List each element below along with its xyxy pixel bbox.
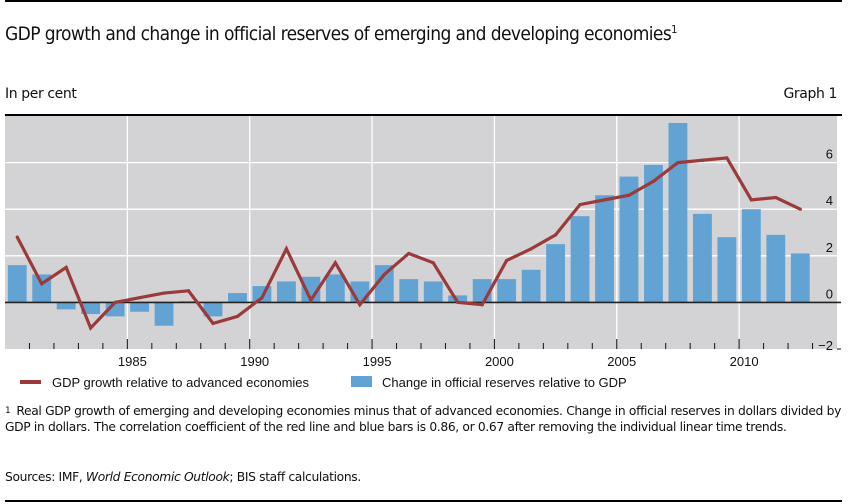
sources-publication: World Economic Outlook xyxy=(85,470,230,484)
line-point xyxy=(578,202,582,207)
title-footnote-mark: 1 xyxy=(671,23,677,36)
bottom-rule xyxy=(5,500,842,502)
bar xyxy=(81,302,101,315)
line-point xyxy=(553,233,558,237)
line-point xyxy=(40,282,44,286)
graph-number: Graph 1 xyxy=(783,86,837,102)
bar xyxy=(399,279,419,303)
bar xyxy=(228,293,247,303)
line-point xyxy=(480,303,484,307)
bar xyxy=(56,302,76,310)
sources: Sources: IMF, World Economic Outlook; BI… xyxy=(5,470,361,484)
line-point xyxy=(676,161,680,165)
line-point xyxy=(529,247,533,251)
bar xyxy=(692,213,712,303)
line-point xyxy=(211,321,215,325)
top-rule xyxy=(5,0,842,2)
y-tick-label: 6 xyxy=(826,147,833,162)
bar xyxy=(619,176,639,303)
plot-background xyxy=(5,116,837,349)
bar xyxy=(154,302,174,326)
line-point xyxy=(284,247,289,251)
legend-swatch-line xyxy=(20,380,41,384)
bar xyxy=(448,295,468,303)
bar xyxy=(130,302,150,312)
line-point xyxy=(137,296,142,300)
legend-swatch-bar xyxy=(351,376,372,387)
line-point xyxy=(186,289,191,293)
line-point xyxy=(700,158,705,162)
units-label: In per cent xyxy=(5,86,77,102)
bar xyxy=(301,276,321,303)
line-point xyxy=(309,298,313,302)
line-point xyxy=(431,261,435,265)
bar xyxy=(7,265,27,303)
y-tick-label: 2 xyxy=(826,240,833,255)
footnote-mark: 1 xyxy=(5,406,11,416)
line-point xyxy=(407,251,411,256)
x-tick-label: 1995 xyxy=(363,354,392,369)
line-point xyxy=(162,291,166,295)
line-point xyxy=(333,261,337,265)
sources-prefix: Sources: IMF, xyxy=(5,470,86,484)
footnote: 1 Real GDP growth of emerging and develop… xyxy=(5,403,841,436)
line-point xyxy=(749,198,753,202)
bar xyxy=(741,209,761,303)
line-point xyxy=(89,326,93,330)
legend-label-bar: Change in official reserves relative to … xyxy=(382,375,627,390)
line-point xyxy=(64,265,68,270)
y-tick-label: −2 xyxy=(818,338,833,353)
y-axis-labels: −2 0 2 4 6 xyxy=(818,147,833,353)
line-point xyxy=(602,198,607,202)
bar xyxy=(203,302,223,317)
x-axis-ticks xyxy=(28,339,841,350)
x-tick-label: 2010 xyxy=(730,354,759,369)
line-point xyxy=(651,179,656,183)
bar xyxy=(374,265,394,303)
bar xyxy=(766,234,786,303)
bar xyxy=(570,216,590,303)
bar xyxy=(423,281,443,303)
legend-label-line: GDP growth relative to advanced economie… xyxy=(52,375,310,390)
x-tick-label: 2005 xyxy=(607,354,636,369)
x-tick-label: 1985 xyxy=(118,354,147,369)
y-tick-label: 4 xyxy=(826,193,833,208)
bar xyxy=(668,122,688,303)
bar xyxy=(497,279,517,303)
bar xyxy=(521,269,541,303)
bar xyxy=(546,244,566,303)
line-point xyxy=(627,193,631,197)
line-point xyxy=(235,314,240,318)
bar xyxy=(717,237,737,303)
line-point xyxy=(15,235,19,239)
sources-suffix: ; BIS staff calculations. xyxy=(229,470,361,484)
bar xyxy=(595,195,614,303)
bar xyxy=(276,281,296,303)
bar xyxy=(790,253,810,303)
bar-series xyxy=(7,122,810,326)
bar xyxy=(644,164,663,303)
line-point xyxy=(725,156,729,160)
chart: 1985 1990 1995 2000 2005 2010 −2 0 2 4 6 GDP grow… xyxy=(5,114,842,390)
line-point xyxy=(358,303,362,307)
x-tick-label: 2000 xyxy=(485,354,514,369)
line-point xyxy=(505,258,509,263)
line-point xyxy=(382,272,386,277)
footnote-text: Real GDP growth of emerging and developi… xyxy=(5,404,841,435)
x-axis-labels: 1985 1990 1995 2000 2005 2010 xyxy=(118,354,759,369)
legend: GDP growth relative to advanced economie… xyxy=(20,375,627,390)
chart-title: GDP growth and change in official reserv… xyxy=(5,23,677,45)
line-point xyxy=(113,300,117,304)
y-tick-label: 0 xyxy=(826,286,833,301)
x-tick-label: 1990 xyxy=(240,354,269,369)
line-point xyxy=(260,296,264,300)
line-point xyxy=(774,195,778,200)
bar xyxy=(325,274,345,303)
line-point xyxy=(798,207,802,211)
line-point xyxy=(456,300,460,304)
